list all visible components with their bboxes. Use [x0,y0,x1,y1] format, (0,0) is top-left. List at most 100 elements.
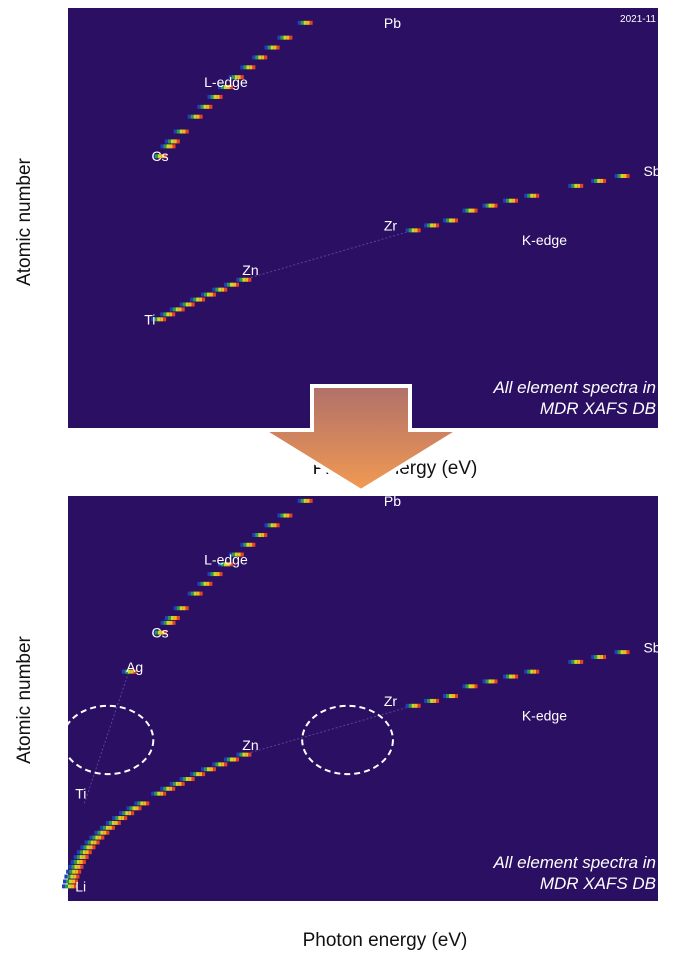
data-mark-segment [574,183,578,188]
data-mark-segment [240,552,244,557]
data-mark-segment [221,762,225,767]
data-mark [126,806,142,811]
data-mark-segment [623,650,627,655]
data-mark [160,620,176,625]
data-mark-segment [452,694,456,699]
element-label: Ti [75,786,86,802]
data-mark-segment [220,562,224,567]
x-tick-label: 5000 [150,435,168,444]
data-mark-segment [215,287,219,292]
data-mark [151,630,167,635]
data-mark [264,523,280,528]
data-mark-segment [115,816,119,821]
data-mark-segment [614,174,618,178]
data-mark-segment [216,572,220,577]
data-mark-segment [289,513,293,518]
data-mark-segment [252,542,256,547]
data-mark-segment [185,777,189,782]
bottom-x-tick-labels: 5000 10000 15000 20000 25000 30000 [150,908,624,917]
data-mark-segment [75,879,79,884]
faint-streak [243,229,413,281]
data-mark-segment [173,615,177,620]
data-mark-segment [408,703,412,708]
element-label: L-edge [204,551,248,567]
data-mark-segment [157,791,161,796]
data-mark-segment [417,703,421,708]
data-mark-segment [303,498,307,503]
data-mark-segment [185,606,189,611]
top-plot-area [68,8,658,428]
data-mark-segment [309,498,313,503]
data-mark-segment [84,840,88,845]
element-label: Sb [643,639,660,655]
data-mark-segment [236,282,240,287]
down-arrow-icon [254,384,468,494]
data-mark-segment [202,297,206,302]
data-mark-segment [128,811,132,816]
data-mark-segment [166,786,170,791]
data-mark-segment [571,183,575,188]
y-tick-label: 75 [53,531,62,540]
bottom-y-axis-title: Atomic number [14,635,35,763]
y-tick-label: 30 [53,276,62,285]
data-mark-segment [182,777,186,782]
element-label: K-edge [522,232,567,248]
data-mark-segment [125,811,129,816]
data-mark-segment [206,292,210,297]
data-mark-segment [182,129,186,134]
y-tick-label: 25 [53,775,62,784]
data-mark-segment [264,45,268,50]
data-mark-segment [597,178,601,183]
data-mark-segment [169,620,173,625]
data-mark-segment [160,786,164,791]
data-mark-segment [297,498,301,503]
y-tick-label: 20 [53,799,62,808]
data-mark-segment [626,650,630,655]
data-mark-segment [223,85,227,90]
data-mark-segment [169,786,173,791]
data-mark-segment [430,223,434,228]
data-mark-segment [417,228,421,233]
bottom-x-axis-title: Photon energy (eV) [303,930,468,951]
data-mark-segment [503,674,507,679]
data-mark-segment [213,572,217,577]
y-tick-label: 55 [53,629,62,638]
data-mark [224,757,240,762]
data-mark-segment [106,830,110,835]
data-mark-segment [85,855,89,860]
data-mark-segment [408,228,412,233]
data-mark [462,684,478,689]
data-mark-segment [506,674,510,679]
data-mark [482,679,498,684]
data-mark-segment [166,312,170,317]
data-mark-segment [102,825,106,830]
bottom-chart-panel: 5 10 15 20 25 30 35 40 45 50 55 60 65 70 75 80 5000 1000… [14,493,661,951]
data-mark-segment [163,154,167,159]
data-mark-segment [300,20,304,25]
y-tick-label: 75 [53,53,62,62]
data-mark-segment [411,228,415,233]
data-mark-segment [591,178,595,183]
data-mark-segment [169,307,173,312]
data-mark [151,154,167,159]
data-mark-segment [273,45,277,50]
top-annotation-line-2: MDR XAFS DB [540,399,656,418]
data-mark [591,655,607,660]
data-mark-segment [449,218,453,223]
data-mark-segment [221,287,225,292]
data-mark-segment [286,35,290,40]
data-mark-segment [193,591,197,596]
data-mark-segment [474,684,478,689]
data-mark [524,669,540,674]
data-mark-segment [228,75,232,80]
data-mark [443,694,459,699]
data-mark-segment [173,139,177,144]
y-tick-label: 65 [53,103,62,112]
data-mark-segment [89,845,93,850]
data-mark [66,869,82,874]
data-mark-segment [276,45,280,50]
data-mark-segment [230,282,234,287]
data-mark-segment [111,825,115,830]
faint-streak [83,671,130,804]
data-mark-segment [424,698,428,703]
